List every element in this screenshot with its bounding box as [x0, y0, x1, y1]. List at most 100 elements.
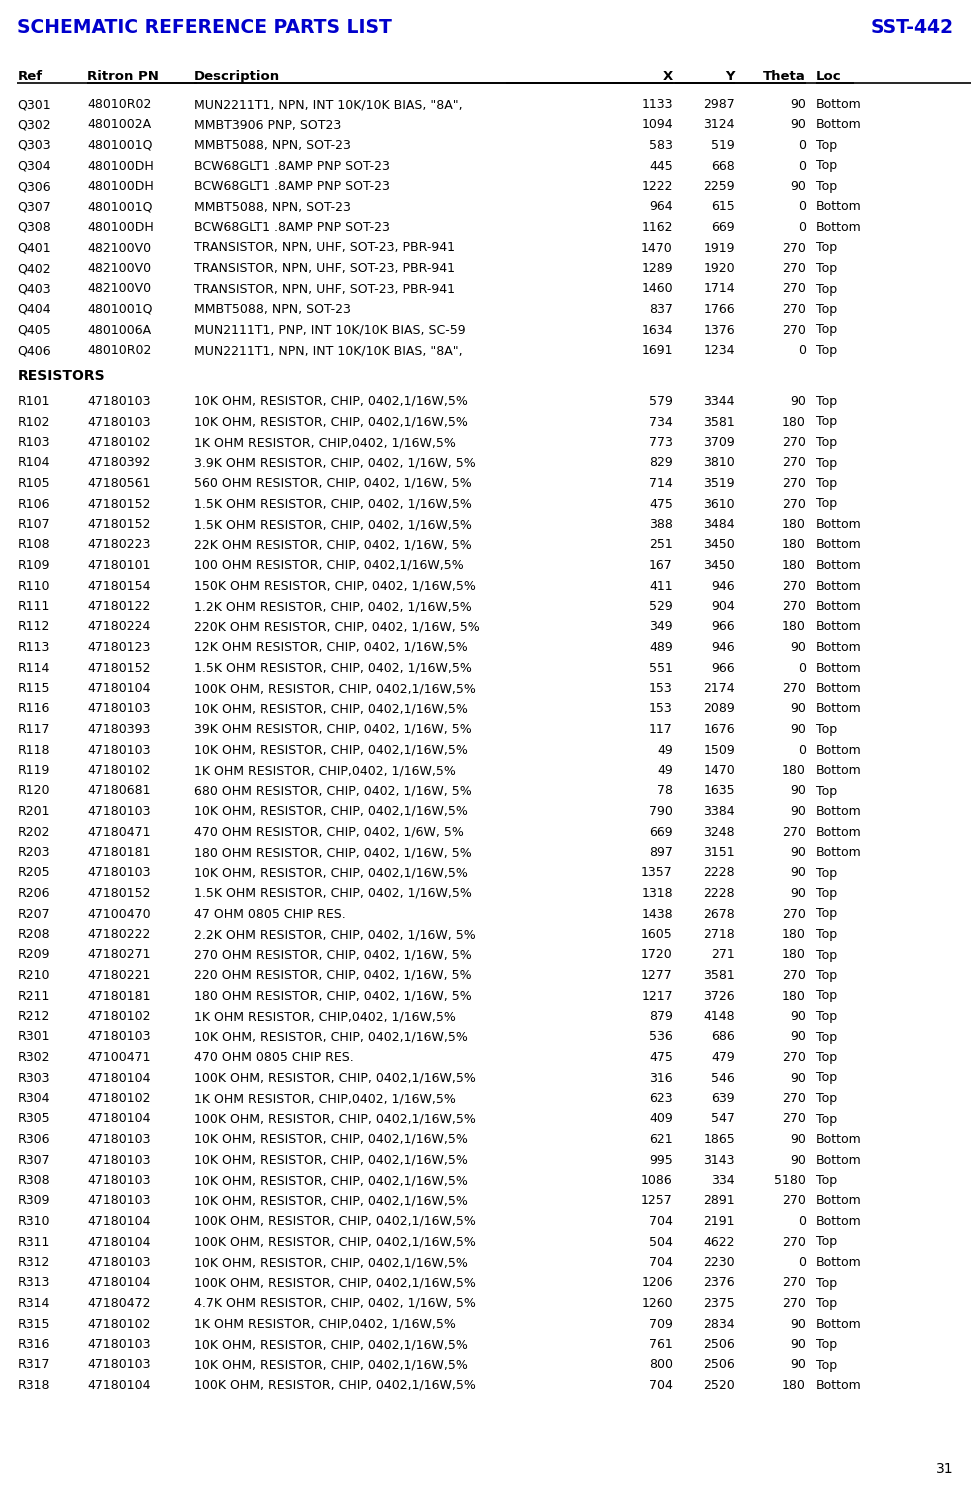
Text: Top: Top: [816, 180, 837, 194]
Text: 10K OHM, RESISTOR, CHIP, 0402,1/16W,5%: 10K OHM, RESISTOR, CHIP, 0402,1/16W,5%: [194, 1174, 468, 1188]
Text: R317: R317: [17, 1359, 50, 1371]
Text: Top: Top: [816, 262, 837, 276]
Text: 47180392: 47180392: [87, 456, 151, 469]
Text: Bottom: Bottom: [816, 538, 861, 551]
Text: 3581: 3581: [703, 416, 735, 429]
Text: 251: 251: [650, 538, 673, 551]
Text: 1438: 1438: [641, 907, 673, 921]
Text: 669: 669: [712, 221, 735, 234]
Text: R107: R107: [17, 519, 50, 530]
Text: Top: Top: [816, 867, 837, 879]
Text: Bottom: Bottom: [816, 1195, 861, 1207]
Text: R207: R207: [17, 907, 50, 921]
Text: SCHEMATIC REFERENCE PARTS LIST: SCHEMATIC REFERENCE PARTS LIST: [17, 18, 392, 37]
Text: 2520: 2520: [703, 1380, 735, 1392]
Text: R309: R309: [17, 1195, 50, 1207]
Text: R314: R314: [17, 1296, 50, 1310]
Text: 47100470: 47100470: [87, 907, 151, 921]
Text: R201: R201: [17, 805, 50, 818]
Text: R120: R120: [17, 785, 50, 797]
Text: 90: 90: [790, 395, 806, 408]
Text: 22K OHM RESISTOR, CHIP, 0402, 1/16W, 5%: 22K OHM RESISTOR, CHIP, 0402, 1/16W, 5%: [194, 538, 472, 551]
Text: 180: 180: [782, 538, 806, 551]
Text: 270 OHM RESISTOR, CHIP, 0402, 1/16W, 5%: 270 OHM RESISTOR, CHIP, 0402, 1/16W, 5%: [194, 949, 472, 961]
Text: 411: 411: [650, 580, 673, 593]
Text: R306: R306: [17, 1132, 50, 1146]
Text: 1691: 1691: [642, 344, 673, 358]
Text: 220 OHM RESISTOR, CHIP, 0402, 1/16W, 5%: 220 OHM RESISTOR, CHIP, 0402, 1/16W, 5%: [194, 968, 472, 982]
Text: Bottom: Bottom: [816, 519, 861, 530]
Text: 180 OHM RESISTOR, CHIP, 0402, 1/16W, 5%: 180 OHM RESISTOR, CHIP, 0402, 1/16W, 5%: [194, 989, 472, 1003]
Text: Top: Top: [816, 887, 837, 900]
Text: 4801006A: 4801006A: [87, 323, 151, 337]
Text: 47180102: 47180102: [87, 437, 151, 448]
Text: 270: 270: [782, 477, 806, 490]
Text: Top: Top: [816, 1113, 837, 1125]
Text: 964: 964: [650, 201, 673, 213]
Text: R106: R106: [17, 498, 50, 511]
Text: R102: R102: [17, 416, 50, 429]
Text: Top: Top: [816, 1359, 837, 1371]
Text: 47180154: 47180154: [87, 580, 151, 593]
Text: SST-442: SST-442: [871, 18, 954, 37]
Text: 31: 31: [936, 1462, 954, 1477]
Text: X: X: [662, 70, 673, 83]
Text: 47180152: 47180152: [87, 887, 151, 900]
Text: 1162: 1162: [642, 221, 673, 234]
Text: 90: 90: [790, 805, 806, 818]
Text: 47180104: 47180104: [87, 1235, 151, 1249]
Text: 0: 0: [798, 221, 806, 234]
Text: 270: 270: [782, 241, 806, 255]
Text: R115: R115: [17, 682, 50, 694]
Text: R310: R310: [17, 1214, 50, 1228]
Text: 1K OHM RESISTOR, CHIP,0402, 1/16W,5%: 1K OHM RESISTOR, CHIP,0402, 1/16W,5%: [194, 437, 456, 448]
Text: Top: Top: [816, 477, 837, 490]
Text: Bottom: Bottom: [816, 559, 861, 572]
Text: Bottom: Bottom: [816, 1214, 861, 1228]
Text: 167: 167: [650, 559, 673, 572]
Text: 0: 0: [798, 1214, 806, 1228]
Text: 270: 270: [782, 907, 806, 921]
Text: 90: 90: [790, 119, 806, 131]
Text: 47180222: 47180222: [87, 928, 151, 942]
Text: 90: 90: [790, 1317, 806, 1331]
Text: Bottom: Bottom: [816, 201, 861, 213]
Text: 409: 409: [650, 1113, 673, 1125]
Text: 3248: 3248: [703, 825, 735, 839]
Text: 1605: 1605: [641, 928, 673, 942]
Text: 1766: 1766: [703, 302, 735, 316]
Text: 47180471: 47180471: [87, 825, 151, 839]
Text: 47100471: 47100471: [87, 1050, 151, 1064]
Text: 1.5K OHM RESISTOR, CHIP, 0402, 1/16W,5%: 1.5K OHM RESISTOR, CHIP, 0402, 1/16W,5%: [194, 662, 472, 675]
Text: 1289: 1289: [641, 262, 673, 276]
Text: 1217: 1217: [641, 989, 673, 1003]
Text: 47180104: 47180104: [87, 1071, 151, 1085]
Text: 270: 270: [782, 1277, 806, 1289]
Text: R208: R208: [17, 928, 50, 942]
Text: R114: R114: [17, 662, 50, 675]
Text: 536: 536: [650, 1031, 673, 1043]
Text: RESISTORS: RESISTORS: [17, 368, 105, 383]
Text: Top: Top: [816, 416, 837, 429]
Text: R312: R312: [17, 1256, 50, 1269]
Text: 2834: 2834: [703, 1317, 735, 1331]
Text: 1920: 1920: [703, 262, 735, 276]
Text: 761: 761: [650, 1338, 673, 1351]
Text: Q406: Q406: [17, 344, 51, 358]
Text: 153: 153: [650, 702, 673, 715]
Text: R113: R113: [17, 641, 50, 654]
Text: 475: 475: [649, 498, 673, 511]
Text: 47180122: 47180122: [87, 600, 151, 612]
Text: BCW68GLT1 .8AMP PNP SOT-23: BCW68GLT1 .8AMP PNP SOT-23: [194, 221, 390, 234]
Text: 4801001Q: 4801001Q: [87, 139, 152, 152]
Text: Bottom: Bottom: [816, 682, 861, 694]
Text: 47180152: 47180152: [87, 498, 151, 511]
Text: Top: Top: [816, 159, 837, 173]
Text: 100K OHM, RESISTOR, CHIP, 0402,1/16W,5%: 100K OHM, RESISTOR, CHIP, 0402,1/16W,5%: [194, 682, 476, 694]
Text: 1460: 1460: [641, 283, 673, 295]
Text: 153: 153: [650, 682, 673, 694]
Text: Top: Top: [816, 344, 837, 358]
Text: 47180681: 47180681: [87, 785, 151, 797]
Text: 1470: 1470: [641, 241, 673, 255]
Text: 579: 579: [649, 395, 673, 408]
